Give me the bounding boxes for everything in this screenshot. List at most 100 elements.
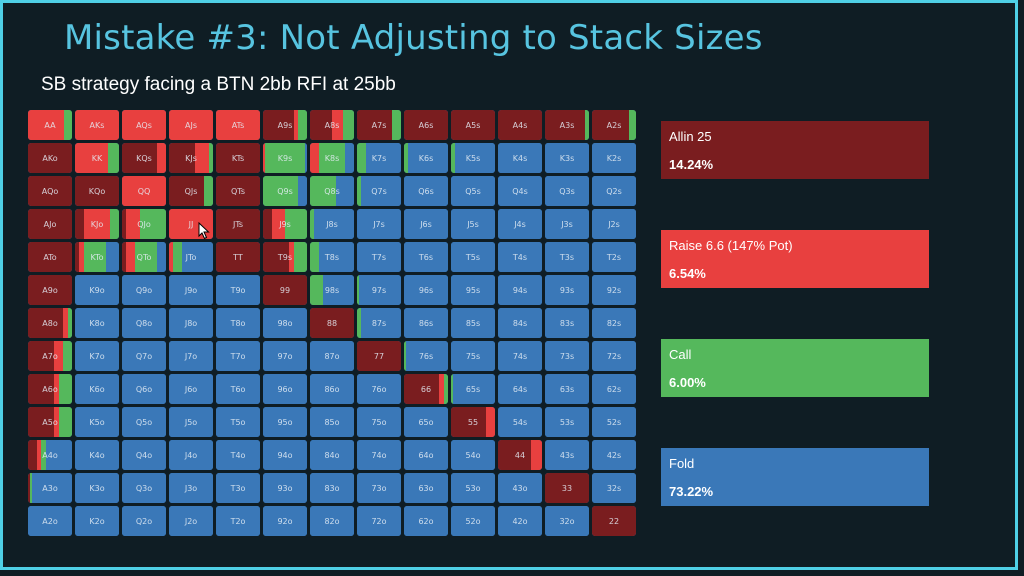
- hand-cell[interactable]: A4o: [28, 440, 72, 470]
- hand-cell[interactable]: QJs: [169, 176, 213, 206]
- hand-cell[interactable]: 93s: [545, 275, 589, 305]
- hand-cell[interactable]: T8s: [310, 242, 354, 272]
- hand-cell[interactable]: J8s: [310, 209, 354, 239]
- hand-cell[interactable]: 98o: [263, 308, 307, 338]
- hand-cell[interactable]: 64o: [404, 440, 448, 470]
- hand-cell[interactable]: 74s: [498, 341, 542, 371]
- hand-cell[interactable]: K9o: [75, 275, 119, 305]
- hand-cell[interactable]: A4s: [498, 110, 542, 140]
- hand-cell[interactable]: J3s: [545, 209, 589, 239]
- hand-cell[interactable]: Q5o: [122, 407, 166, 437]
- hand-cell[interactable]: 87s: [357, 308, 401, 338]
- hand-cell[interactable]: K3o: [75, 473, 119, 503]
- hand-cell[interactable]: KQs: [122, 143, 166, 173]
- legend-call[interactable]: Call 6.00%: [661, 339, 929, 397]
- hand-cell[interactable]: K8s: [310, 143, 354, 173]
- hand-cell[interactable]: Q9s: [263, 176, 307, 206]
- hand-cell[interactable]: T3s: [545, 242, 589, 272]
- hand-cell[interactable]: J5s: [451, 209, 495, 239]
- hand-cell[interactable]: 72o: [357, 506, 401, 536]
- hand-cell[interactable]: Q8s: [310, 176, 354, 206]
- hand-cell[interactable]: 99: [263, 275, 307, 305]
- hand-cell[interactable]: 94o: [263, 440, 307, 470]
- hand-cell[interactable]: 74o: [357, 440, 401, 470]
- hand-cell[interactable]: 52s: [592, 407, 636, 437]
- hand-cell[interactable]: 86o: [310, 374, 354, 404]
- hand-cell[interactable]: 84s: [498, 308, 542, 338]
- hand-cell[interactable]: Q7s: [357, 176, 401, 206]
- hand-cell[interactable]: K9s: [263, 143, 307, 173]
- hand-cell[interactable]: 73o: [357, 473, 401, 503]
- hand-cell[interactable]: K2s: [592, 143, 636, 173]
- hand-cell[interactable]: QJo: [122, 209, 166, 239]
- hand-cell[interactable]: 95o: [263, 407, 307, 437]
- hand-cell[interactable]: Q3o: [122, 473, 166, 503]
- hand-cell[interactable]: J9o: [169, 275, 213, 305]
- hand-cell[interactable]: AQo: [28, 176, 72, 206]
- hand-cell[interactable]: QTo: [122, 242, 166, 272]
- hand-cell[interactable]: 82s: [592, 308, 636, 338]
- hand-cell[interactable]: J9s: [263, 209, 307, 239]
- hand-cell[interactable]: 32s: [592, 473, 636, 503]
- hand-cell[interactable]: A3s: [545, 110, 589, 140]
- hand-cell[interactable]: 77: [357, 341, 401, 371]
- hand-cell[interactable]: Q5s: [451, 176, 495, 206]
- hand-cell[interactable]: K3s: [545, 143, 589, 173]
- hand-cell[interactable]: 96s: [404, 275, 448, 305]
- hand-cell[interactable]: ATs: [216, 110, 260, 140]
- hand-cell[interactable]: 52o: [451, 506, 495, 536]
- hand-cell[interactable]: 62s: [592, 374, 636, 404]
- hand-cell[interactable]: 42o: [498, 506, 542, 536]
- hand-cell[interactable]: 42s: [592, 440, 636, 470]
- hand-cell[interactable]: A9s: [263, 110, 307, 140]
- hand-cell[interactable]: J4o: [169, 440, 213, 470]
- hand-cell[interactable]: Q9o: [122, 275, 166, 305]
- hand-cell[interactable]: T3o: [216, 473, 260, 503]
- hand-cell[interactable]: J5o: [169, 407, 213, 437]
- hand-cell[interactable]: A7o: [28, 341, 72, 371]
- hand-cell[interactable]: AQs: [122, 110, 166, 140]
- hand-cell[interactable]: 22: [592, 506, 636, 536]
- hand-cell[interactable]: KTo: [75, 242, 119, 272]
- hand-cell[interactable]: 53o: [451, 473, 495, 503]
- hand-cell[interactable]: 92o: [263, 506, 307, 536]
- hand-cell[interactable]: A2o: [28, 506, 72, 536]
- hand-cell[interactable]: 55: [451, 407, 495, 437]
- hand-cell[interactable]: KJs: [169, 143, 213, 173]
- hand-cell[interactable]: 66: [404, 374, 448, 404]
- hand-cell[interactable]: Q6s: [404, 176, 448, 206]
- hand-cell[interactable]: 63o: [404, 473, 448, 503]
- hand-cell[interactable]: J2o: [169, 506, 213, 536]
- hand-cell[interactable]: K5s: [451, 143, 495, 173]
- hand-cell[interactable]: 44: [498, 440, 542, 470]
- hand-cell[interactable]: JTo: [169, 242, 213, 272]
- hand-cell[interactable]: 76o: [357, 374, 401, 404]
- hand-cell[interactable]: T4s: [498, 242, 542, 272]
- hand-cell[interactable]: AJo: [28, 209, 72, 239]
- hand-cell[interactable]: AA: [28, 110, 72, 140]
- hand-cell[interactable]: T8o: [216, 308, 260, 338]
- hand-cell[interactable]: J6o: [169, 374, 213, 404]
- hand-cell[interactable]: 75o: [357, 407, 401, 437]
- hand-cell[interactable]: 98s: [310, 275, 354, 305]
- hand-cell[interactable]: JTs: [216, 209, 260, 239]
- hand-cell[interactable]: AKo: [28, 143, 72, 173]
- hand-cell[interactable]: Q4s: [498, 176, 542, 206]
- hand-cell[interactable]: Q6o: [122, 374, 166, 404]
- hand-cell[interactable]: T9s: [263, 242, 307, 272]
- hand-cell[interactable]: A6o: [28, 374, 72, 404]
- hand-cell[interactable]: 83o: [310, 473, 354, 503]
- hand-cell[interactable]: J4s: [498, 209, 542, 239]
- hand-cell[interactable]: 63s: [545, 374, 589, 404]
- hand-cell[interactable]: 62o: [404, 506, 448, 536]
- hand-cell[interactable]: K7s: [357, 143, 401, 173]
- hand-cell[interactable]: 97o: [263, 341, 307, 371]
- hand-cell[interactable]: T2o: [216, 506, 260, 536]
- hand-cell[interactable]: 92s: [592, 275, 636, 305]
- hand-cell[interactable]: 83s: [545, 308, 589, 338]
- hand-cell[interactable]: 96o: [263, 374, 307, 404]
- hand-cell[interactable]: A5o: [28, 407, 72, 437]
- hand-cell[interactable]: KK: [75, 143, 119, 173]
- hand-cell[interactable]: TT: [216, 242, 260, 272]
- hand-cell[interactable]: 65o: [404, 407, 448, 437]
